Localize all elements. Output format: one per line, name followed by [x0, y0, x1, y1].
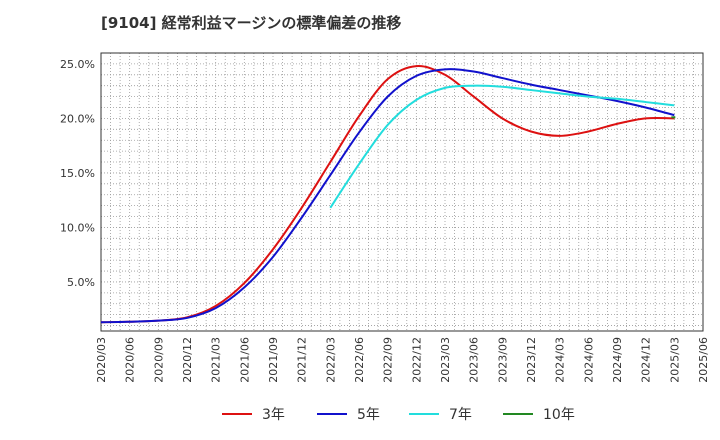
x-tick-label: 2023/09	[496, 337, 509, 383]
x-tick-label: 2021/06	[238, 337, 251, 383]
x-tick-label: 2024/03	[554, 337, 567, 383]
x-tick-label: 2024/06	[582, 337, 595, 383]
x-tick-label: 2022/06	[353, 337, 366, 383]
y-tick-label: 20.0%	[60, 112, 95, 125]
x-tick-label: 2025/06	[697, 337, 710, 383]
x-tick-label: 2024/09	[611, 337, 624, 383]
x-tick-label: 2020/06	[124, 337, 137, 383]
x-tick-label: 2022/03	[324, 337, 337, 383]
x-tick-label: 2020/09	[152, 337, 165, 383]
y-tick-label: 25.0%	[60, 58, 95, 71]
x-tick-label: 2023/12	[525, 337, 538, 383]
x-tick-label: 2024/12	[640, 337, 653, 383]
legend-label-2: 7年	[449, 407, 472, 423]
x-tick-label: 2021/12	[296, 337, 309, 383]
x-tick-label: 2023/06	[468, 337, 481, 383]
series-layer	[100, 65, 676, 324]
x-tick-label: 2021/03	[210, 337, 223, 383]
series-line-2	[329, 84, 675, 209]
y-tick-label: 15.0%	[60, 167, 95, 180]
legend: 3年 5年 7年 10年	[222, 407, 575, 423]
x-tick-label: 2025/03	[668, 337, 681, 383]
axis-labels: 5.0% 10.0% 15.0% 20.0% 25.0% 2020/03 2020/06 20…	[60, 58, 710, 383]
legend-label-0: 3年	[262, 407, 285, 423]
x-tick-label: 2022/09	[382, 337, 395, 383]
x-tick-label: 2020/12	[181, 337, 194, 383]
y-tick-label: 5.0%	[67, 276, 95, 289]
plot-area	[100, 52, 704, 332]
y-tick-label: 10.0%	[60, 221, 95, 234]
legend-label-1: 5年	[357, 407, 380, 423]
chart-title: [9104] 経常利益マージンの標準偏差の推移	[101, 14, 402, 32]
grid-layer	[100, 52, 703, 331]
legend-label-3: 10年	[543, 407, 575, 423]
x-tick-label: 2022/12	[410, 337, 423, 383]
x-tick-label: 2020/03	[95, 337, 108, 383]
series-line-1	[100, 68, 675, 324]
x-tick-label: 2023/03	[439, 337, 452, 383]
x-tick-label: 2021/09	[267, 337, 280, 383]
